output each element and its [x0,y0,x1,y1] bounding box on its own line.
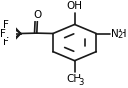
Text: NH: NH [111,29,127,39]
Text: F: F [0,29,6,39]
Text: 3: 3 [78,78,83,87]
Text: O: O [34,10,42,20]
Text: CH: CH [66,74,81,84]
Text: OH: OH [67,1,83,11]
Text: 2: 2 [118,31,123,40]
Text: F: F [3,37,9,47]
Text: F: F [3,20,9,30]
